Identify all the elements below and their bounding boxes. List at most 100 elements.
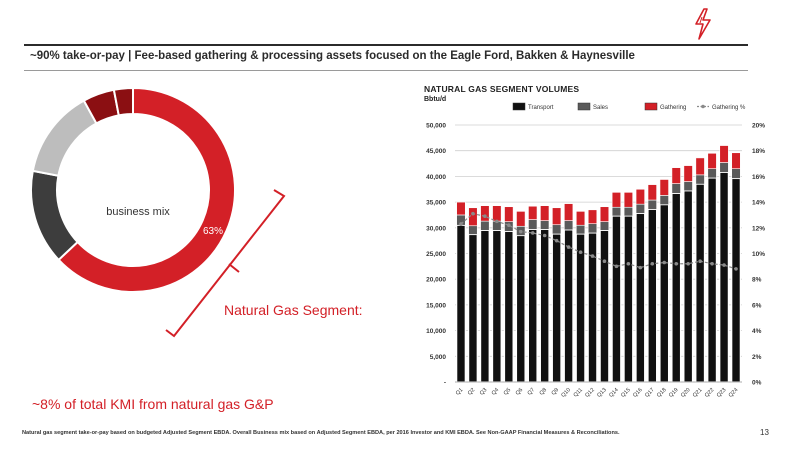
point-gathering-pct bbox=[554, 238, 559, 243]
bar-sales bbox=[719, 162, 729, 173]
x-tick-label: Q20 bbox=[680, 387, 692, 399]
bar-gathering bbox=[540, 205, 550, 221]
y2-tick-label: 16% bbox=[752, 174, 765, 181]
bar-sales bbox=[671, 183, 681, 194]
x-tick-label: Q3 bbox=[479, 387, 488, 396]
x-tick-label: Q9 bbox=[551, 387, 560, 396]
y2-tick-label: 8% bbox=[752, 277, 762, 284]
bar-sales bbox=[695, 174, 705, 185]
x-tick-label: Q10 bbox=[560, 387, 572, 399]
y2-tick-label: 18% bbox=[752, 148, 765, 155]
point-gathering-pct bbox=[674, 261, 679, 266]
point-gathering-pct bbox=[459, 222, 463, 226]
point-gathering-pct bbox=[530, 231, 535, 235]
bar-transport bbox=[479, 229, 490, 383]
x-tick-label: Q11 bbox=[573, 387, 584, 398]
bar-transport bbox=[539, 228, 550, 383]
y-tick-label: 35,000 bbox=[426, 200, 446, 207]
bar-gathering bbox=[611, 192, 622, 208]
bar-transport bbox=[563, 229, 574, 383]
bar-sales bbox=[707, 168, 717, 179]
bar-transport bbox=[719, 171, 729, 383]
x-tick-label: Q19 bbox=[668, 387, 680, 399]
page-title: ~90% take-or-pay | Fee-based gathering &… bbox=[30, 50, 635, 62]
x-tick-label: Q17 bbox=[644, 387, 656, 399]
bar-transport bbox=[503, 230, 514, 383]
bar-sales bbox=[540, 220, 550, 230]
point-gathering-pct bbox=[602, 259, 607, 264]
bar-gathering bbox=[719, 145, 729, 163]
x-tick-label: Q12 bbox=[584, 387, 596, 399]
bar-gathering bbox=[635, 188, 645, 205]
x-tick-label: Q23 bbox=[716, 387, 728, 399]
y2-tick-label: 10% bbox=[752, 251, 765, 258]
x-tick-label: Q15 bbox=[620, 387, 632, 399]
bar-gathering bbox=[647, 184, 657, 201]
segment-label: Natural Gas Segment: bbox=[224, 302, 363, 318]
bar-gathering bbox=[587, 209, 598, 224]
donut-slice-label: 63% bbox=[203, 226, 224, 237]
x-tick-label: Q13 bbox=[596, 387, 608, 399]
bar-transport bbox=[623, 215, 634, 383]
point-gathering-pct bbox=[578, 250, 583, 255]
point-gathering-pct bbox=[614, 264, 619, 269]
bar-gathering bbox=[528, 205, 538, 220]
bar-sales bbox=[611, 206, 622, 217]
bar-transport bbox=[468, 233, 478, 383]
point-gathering-pct bbox=[698, 259, 702, 264]
bar-gathering bbox=[456, 201, 466, 216]
bar-sales bbox=[599, 221, 610, 231]
point-gathering-pct bbox=[495, 219, 499, 224]
x-tick-label: Q18 bbox=[656, 387, 668, 399]
x-tick-label: Q14 bbox=[608, 387, 620, 399]
bar-transport bbox=[611, 215, 622, 383]
bar-transport bbox=[491, 229, 502, 383]
legend-label-3: Gathering bbox=[660, 105, 686, 111]
x-tick-label: Q4 bbox=[491, 387, 500, 396]
legend-label-4: Gathering % bbox=[712, 105, 746, 111]
bar-sales bbox=[587, 223, 598, 234]
point-gathering-pct bbox=[590, 254, 595, 258]
bar-transport bbox=[695, 183, 706, 383]
bar-gathering bbox=[695, 157, 705, 176]
y2-tick-label: 0% bbox=[752, 380, 762, 387]
bar-sales bbox=[731, 168, 741, 179]
point-gathering-pct bbox=[686, 261, 690, 266]
legend-swatch-2 bbox=[577, 102, 591, 111]
bar-transport bbox=[683, 190, 694, 383]
bar-sales bbox=[468, 225, 478, 235]
x-tick-label: Q1 bbox=[455, 387, 464, 396]
bar-sales bbox=[635, 203, 645, 214]
bar-transport bbox=[551, 233, 562, 383]
y2-tick-label: 14% bbox=[752, 200, 765, 207]
logo-icon bbox=[695, 8, 711, 40]
bar-transport bbox=[707, 177, 718, 383]
point-gathering-pct bbox=[638, 265, 643, 270]
y2-tick-label: 4% bbox=[752, 328, 762, 335]
legend-label-1: Transport bbox=[528, 105, 554, 111]
bar-gathering bbox=[480, 205, 490, 222]
chart-unit-label: Bbtu/d bbox=[424, 96, 447, 103]
line-gathering-pct bbox=[460, 213, 737, 270]
x-tick-label: Q6 bbox=[515, 387, 524, 396]
legend-marker bbox=[701, 104, 705, 109]
legend-label-2: Sales bbox=[593, 105, 608, 111]
bar-gathering bbox=[492, 205, 502, 222]
x-tick-label: Q22 bbox=[704, 387, 716, 399]
point-gathering-pct bbox=[507, 223, 511, 228]
point-gathering-pct bbox=[471, 211, 475, 216]
point-gathering-pct bbox=[734, 267, 738, 271]
y2-tick-label: 6% bbox=[752, 302, 762, 309]
bar-gathering bbox=[504, 206, 514, 222]
bar-sales bbox=[552, 224, 562, 235]
y-tick-label: 50,000 bbox=[426, 123, 446, 130]
bar-sales bbox=[563, 220, 574, 231]
legend-swatch-1 bbox=[512, 102, 526, 111]
bar-transport bbox=[647, 208, 658, 383]
bar-transport bbox=[659, 204, 670, 383]
donut-slice-5 bbox=[112, 86, 134, 117]
bar-gathering bbox=[516, 211, 526, 227]
y2-tick-label: 2% bbox=[752, 354, 762, 361]
title-bar: ~90% take-or-pay | Fee-based gathering &… bbox=[24, 44, 748, 71]
point-gathering-pct bbox=[566, 245, 571, 249]
